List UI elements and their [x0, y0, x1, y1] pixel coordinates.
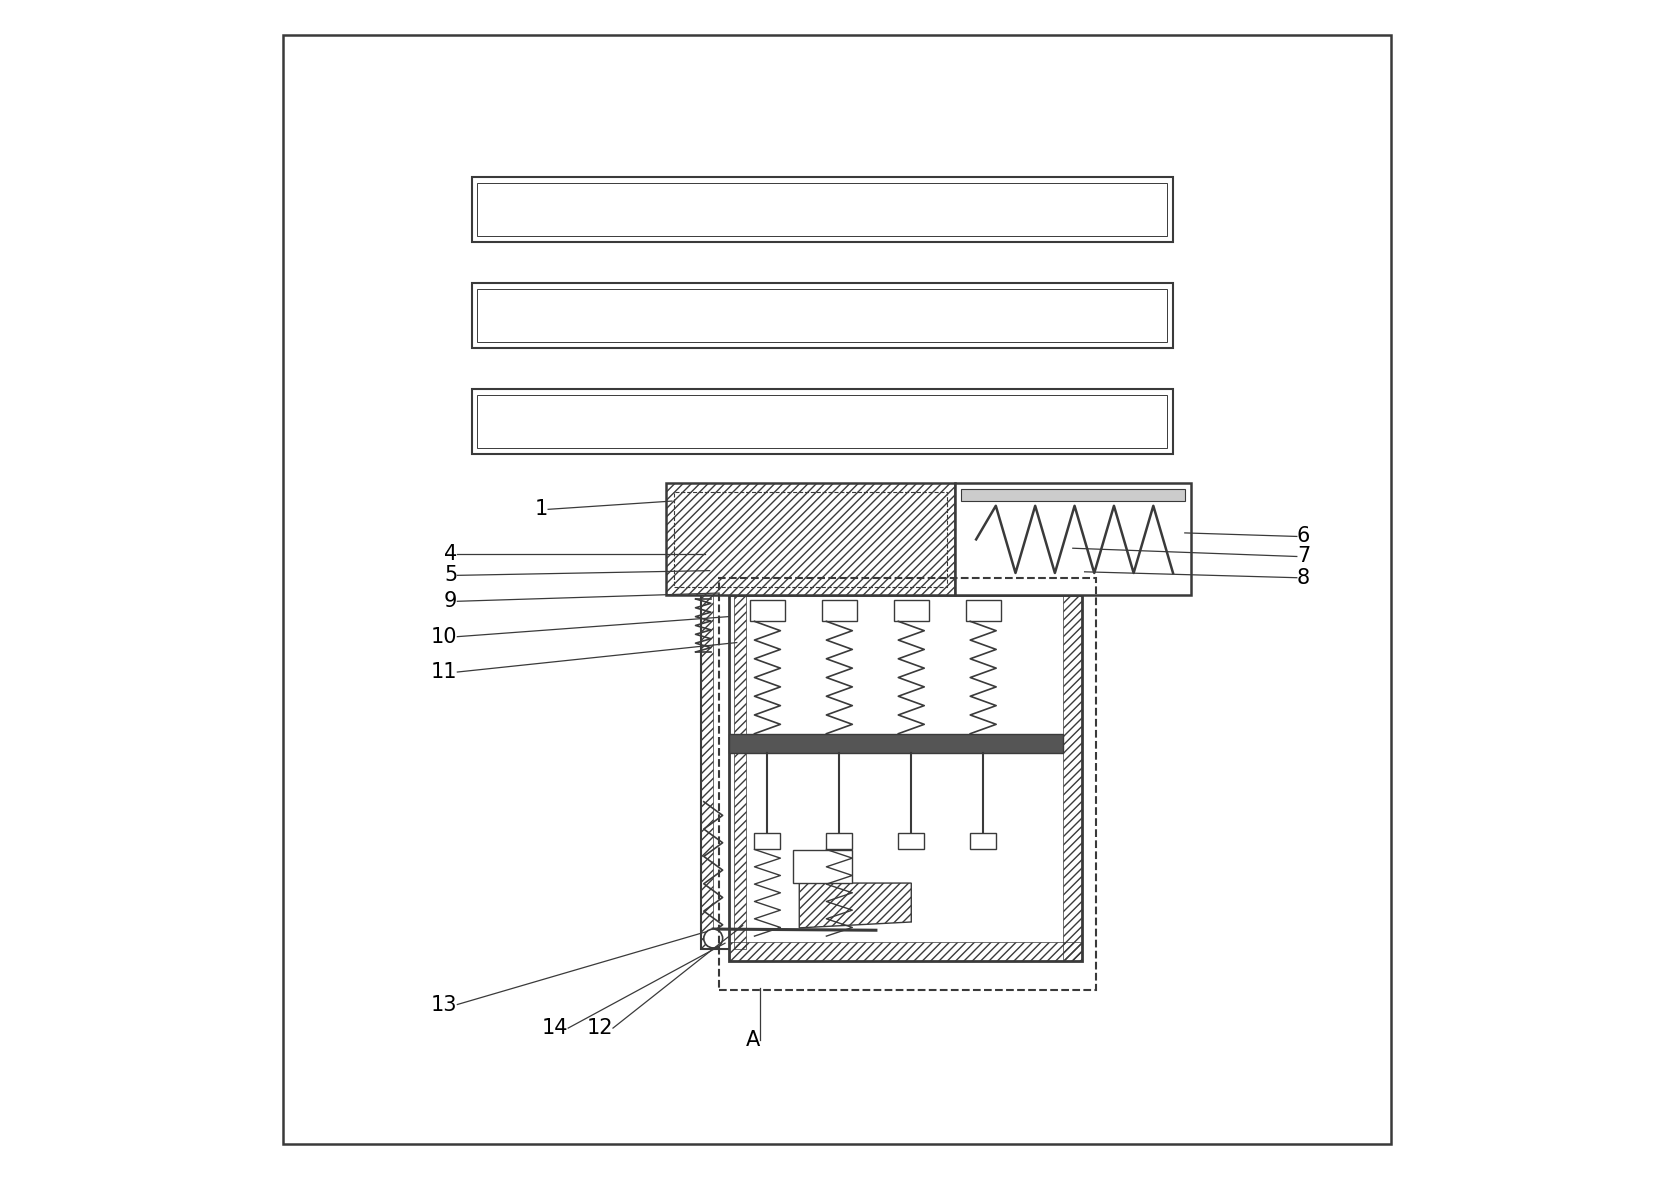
Bar — [666, 483, 954, 595]
Bar — [666, 483, 954, 595]
Bar — [960, 489, 1184, 501]
Text: 11: 11 — [430, 663, 457, 681]
Text: 5: 5 — [443, 566, 457, 585]
Text: 14: 14 — [542, 1019, 567, 1038]
Bar — [755, 832, 780, 849]
Bar — [477, 395, 1166, 448]
Bar — [719, 578, 1096, 990]
Text: 4: 4 — [443, 545, 457, 564]
Bar — [821, 600, 857, 621]
Bar — [1062, 595, 1081, 961]
Bar — [793, 850, 852, 883]
Bar — [701, 595, 713, 949]
Bar — [477, 183, 1166, 236]
Bar — [701, 595, 746, 949]
Bar — [898, 832, 923, 849]
Polygon shape — [798, 883, 910, 928]
Bar — [970, 832, 995, 849]
Text: 10: 10 — [430, 627, 457, 646]
Circle shape — [703, 929, 723, 948]
Bar — [472, 389, 1173, 454]
Text: 9: 9 — [443, 592, 457, 611]
Bar — [472, 283, 1173, 348]
Bar — [472, 177, 1173, 242]
Bar — [893, 600, 929, 621]
Text: 8: 8 — [1297, 568, 1310, 587]
Text: 6: 6 — [1297, 527, 1310, 546]
Bar — [954, 483, 1190, 595]
Text: 1: 1 — [535, 500, 547, 519]
Text: 12: 12 — [586, 1019, 612, 1038]
Text: 13: 13 — [430, 995, 457, 1014]
Bar — [477, 289, 1166, 342]
Bar — [728, 733, 1062, 752]
Bar — [965, 600, 1000, 621]
Bar — [750, 600, 785, 621]
Bar — [674, 492, 945, 587]
Text: 7: 7 — [1297, 547, 1310, 566]
Bar — [734, 595, 746, 949]
Bar — [728, 942, 1081, 961]
Bar — [728, 595, 1081, 961]
Text: A: A — [746, 1030, 760, 1049]
Bar — [826, 832, 852, 849]
